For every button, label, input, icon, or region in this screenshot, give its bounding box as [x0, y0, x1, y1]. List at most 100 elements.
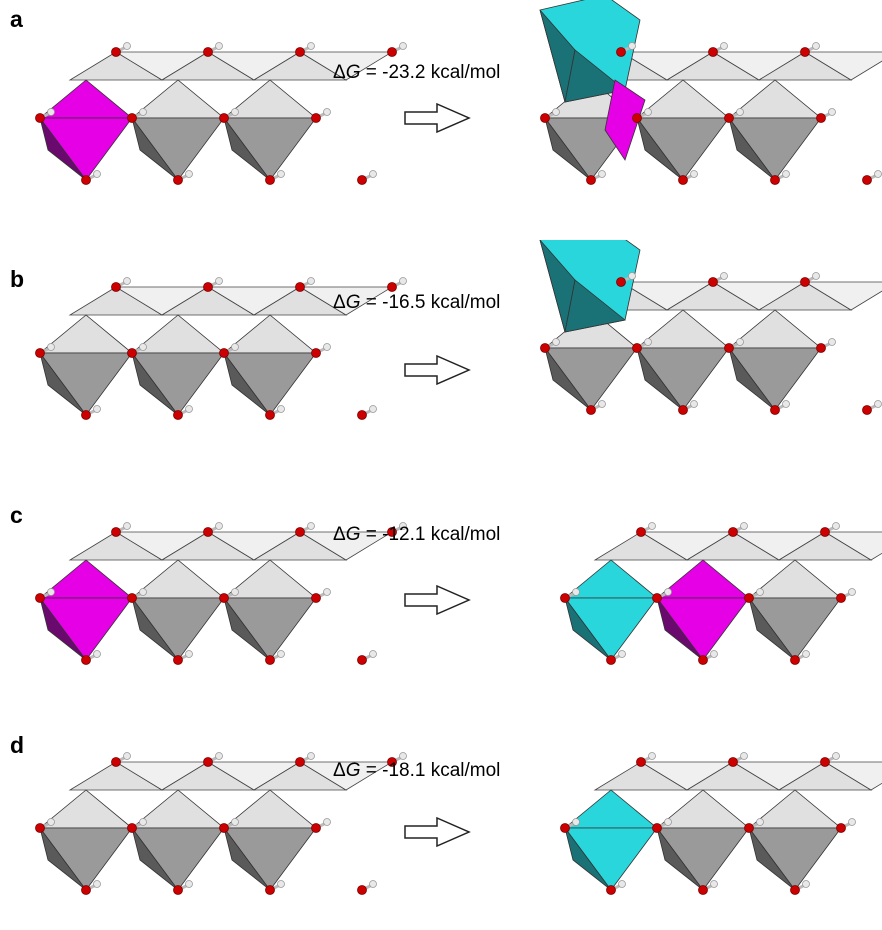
- oxygen-atom: [128, 349, 137, 358]
- oxygen-atom: [725, 344, 734, 353]
- oxygen-atom: [82, 886, 91, 895]
- oxygen-atom: [112, 283, 121, 292]
- hydrogen-atom: [140, 819, 147, 826]
- oxygen-atom: [617, 48, 626, 57]
- right-arrow-icon: [405, 104, 469, 132]
- oxygen-atom: [699, 886, 708, 895]
- hydrogen-atom: [649, 523, 656, 530]
- hydrogen-atom: [370, 406, 377, 413]
- oxygen-atom: [82, 656, 91, 665]
- oxygen-atom: [296, 48, 305, 57]
- oxygen-atom: [266, 656, 275, 665]
- hydrogen-atom: [278, 651, 285, 658]
- hydrogen-atom: [553, 339, 560, 346]
- oxygen-atom: [863, 406, 872, 415]
- oxygen-atom: [266, 886, 275, 895]
- hydrogen-atom: [308, 753, 315, 760]
- hydrogen-atom: [324, 819, 331, 826]
- oxygen-atom: [863, 176, 872, 185]
- panel-c-graphic: [0, 480, 882, 710]
- oxygen-atom: [112, 758, 121, 767]
- hydrogen-atom: [232, 109, 239, 116]
- hydrogen-atom: [757, 819, 764, 826]
- hydrogen-atom: [629, 273, 636, 280]
- oxygen-atom: [296, 283, 305, 292]
- oxygen-atom: [36, 594, 45, 603]
- g-symbol: G: [346, 524, 361, 545]
- oxygen-atom: [607, 886, 616, 895]
- hydrogen-atom: [721, 273, 728, 280]
- right-structure-a: [540, 0, 882, 185]
- oxygen-atom: [174, 656, 183, 665]
- hydrogen-atom: [711, 651, 718, 658]
- hydrogen-atom: [737, 339, 744, 346]
- delta-g-a: ΔG = -23.2 kcal/mol: [333, 62, 500, 84]
- hydrogen-atom: [783, 171, 790, 178]
- hydrogen-atom: [829, 109, 836, 116]
- hydrogen-atom: [140, 344, 147, 351]
- hydrogen-atom: [619, 881, 626, 888]
- hydrogen-atom: [553, 109, 560, 116]
- oxygen-atom: [82, 176, 91, 185]
- hydrogen-atom: [308, 278, 315, 285]
- oxygen-atom: [729, 528, 738, 537]
- panel-d: d ΔG = -18.1 kcal/mol: [0, 700, 882, 930]
- hydrogen-atom: [216, 753, 223, 760]
- hydrogen-atom: [278, 881, 285, 888]
- oxygen-atom: [388, 48, 397, 57]
- panel-label-b: b: [10, 266, 24, 293]
- right-arrow-icon: [405, 356, 469, 384]
- oxygen-atom: [617, 278, 626, 287]
- hydrogen-atom: [216, 278, 223, 285]
- oxygen-atom: [709, 278, 718, 287]
- delta-g-d: ΔG = -18.1 kcal/mol: [333, 760, 500, 782]
- hydrogen-atom: [629, 43, 636, 50]
- oxygen-atom: [679, 406, 688, 415]
- hydrogen-atom: [645, 109, 652, 116]
- hydrogen-atom: [124, 43, 131, 50]
- hydrogen-atom: [186, 171, 193, 178]
- panel-b-graphic: [0, 240, 882, 470]
- panel-label-c: c: [10, 502, 23, 529]
- oxygen-atom: [837, 824, 846, 833]
- hydrogen-atom: [829, 339, 836, 346]
- oxygen-atom: [266, 411, 275, 420]
- hydrogen-atom: [803, 881, 810, 888]
- hydrogen-atom: [48, 344, 55, 351]
- oxygen-atom: [358, 176, 367, 185]
- panel-label-d: d: [10, 732, 24, 759]
- delta-g-c: ΔG = -12.1 kcal/mol: [333, 524, 500, 546]
- hydrogen-atom: [370, 881, 377, 888]
- right-arrow-icon: [405, 586, 469, 614]
- reaction-arrow-b: [405, 356, 469, 384]
- g-symbol: G: [346, 62, 361, 83]
- oxygen-atom: [561, 824, 570, 833]
- oxygen-atom: [653, 824, 662, 833]
- hydrogen-atom: [186, 651, 193, 658]
- hydrogen-atom: [711, 881, 718, 888]
- oxygen-atom: [587, 176, 596, 185]
- oxygen-atom: [801, 48, 810, 57]
- right-structure-c: [561, 523, 882, 665]
- oxygen-atom: [709, 48, 718, 57]
- oxygen-atom: [771, 406, 780, 415]
- hydrogen-atom: [813, 43, 820, 50]
- oxygen-atom: [358, 656, 367, 665]
- panel-label-a: a: [10, 6, 23, 33]
- oxygen-atom: [745, 594, 754, 603]
- oxygen-atom: [204, 528, 213, 537]
- hydrogen-atom: [573, 819, 580, 826]
- oxygen-atom: [174, 176, 183, 185]
- oxygen-atom: [220, 349, 229, 358]
- energy-value: = -18.1 kcal/mol: [366, 760, 501, 781]
- hydrogen-atom: [833, 523, 840, 530]
- oxygen-atom: [128, 594, 137, 603]
- hydrogen-atom: [737, 109, 744, 116]
- oxygen-atom: [801, 278, 810, 287]
- oxygen-atom: [312, 349, 321, 358]
- oxygen-atom: [312, 594, 321, 603]
- oxygen-atom: [112, 528, 121, 537]
- oxygen-atom: [633, 114, 642, 123]
- hydrogen-atom: [94, 171, 101, 178]
- delta-g-b: ΔG = -16.5 kcal/mol: [333, 292, 500, 314]
